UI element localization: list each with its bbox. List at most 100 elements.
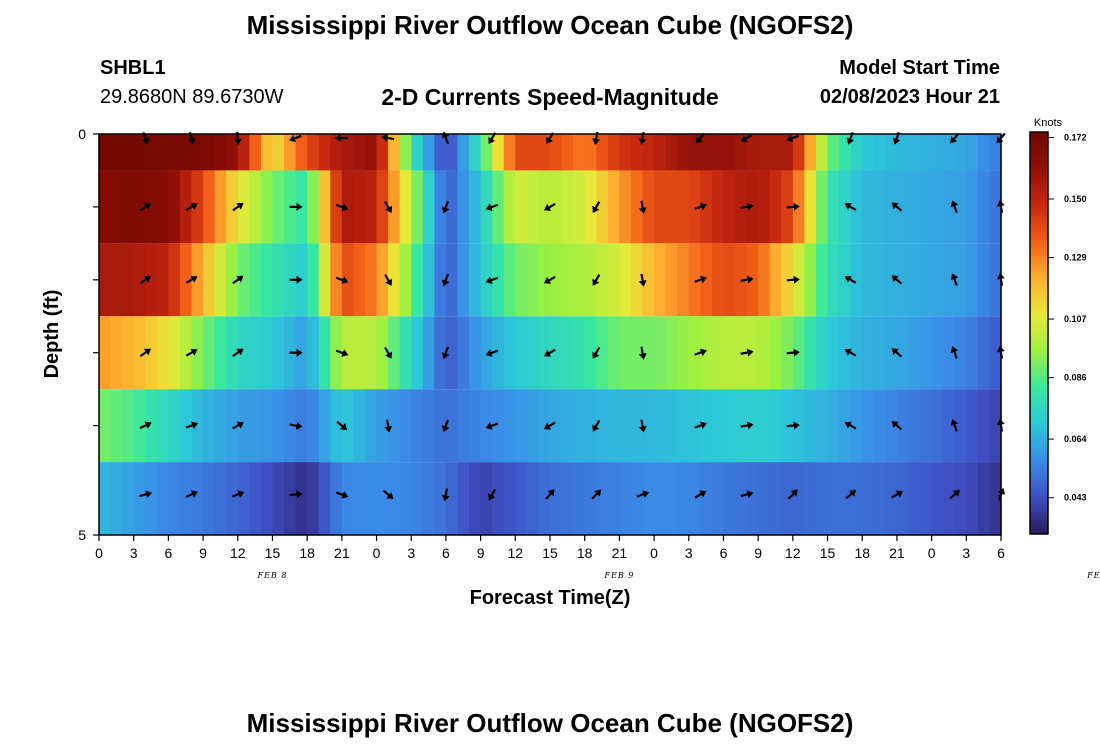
day-label: FEB 9 [603, 571, 634, 580]
current-arrow-head [236, 348, 244, 356]
heatmap-cell [839, 170, 852, 244]
heatmap-cell [920, 134, 933, 171]
y-axis-title: Depth (ft) [41, 290, 63, 379]
heatmap-cell [700, 462, 713, 535]
heatmap-cell [931, 316, 944, 390]
heatmap-cell [677, 243, 690, 317]
heatmap-cell [399, 389, 412, 463]
x-tick-label: 0 [650, 545, 658, 561]
heatmap-cell [237, 170, 250, 244]
heatmap-cell [445, 389, 459, 463]
heatmap-cell [145, 462, 158, 535]
heatmap-cell [989, 462, 1002, 535]
heatmap-cell [630, 316, 644, 390]
current-arrow-head [844, 202, 852, 210]
heatmap-cell [815, 316, 829, 390]
heatmap-cell [700, 389, 713, 463]
current-arrow-head [237, 490, 245, 498]
current-arrow-head [546, 136, 553, 145]
heatmap-cell [758, 462, 771, 535]
heatmap-cell [989, 134, 1002, 171]
heatmap-cell [99, 389, 112, 463]
heatmap-cell [272, 170, 285, 244]
current-arrow-head [891, 202, 899, 210]
heatmap-cell [677, 462, 690, 535]
x-tick-label: 3 [130, 545, 138, 561]
colorbar-tick-label: 0.172 [1064, 133, 1087, 143]
current-arrow-head [385, 278, 393, 286]
heatmap-cell [191, 462, 204, 535]
heatmap-cell [862, 134, 875, 171]
heatmap-cell [630, 170, 644, 244]
heatmap-cell [503, 243, 516, 317]
heatmap-cell [260, 389, 274, 463]
heatmap-cell [388, 389, 401, 463]
heatmap-cell [908, 134, 921, 171]
day-label: FEB 8 [257, 571, 288, 580]
heatmap-cell [156, 170, 169, 244]
current-arrow [289, 421, 303, 430]
heatmap-cell [839, 243, 852, 317]
current-arrow [139, 490, 153, 499]
current-arrow-head [141, 137, 150, 145]
heatmap-cell [723, 134, 736, 171]
heatmap-cell [561, 316, 574, 390]
current-arrow-head [592, 205, 600, 213]
current-arrow [232, 348, 244, 358]
day-label: FEB 10 [1086, 571, 1100, 580]
heatmap-cell [550, 389, 563, 463]
x-tick-label: 12 [508, 545, 524, 561]
current-arrow-head [895, 490, 903, 498]
current-arrow-head [699, 202, 707, 211]
heatmap-cell [804, 134, 817, 171]
heatmap-cell [237, 316, 250, 390]
current-arrow [289, 348, 303, 357]
chart-subtitle: 2-D Currents Speed-Magnitude [381, 84, 719, 110]
heatmap-cell [492, 462, 505, 535]
heatmap-cell [122, 134, 135, 171]
heatmap-cell [330, 170, 343, 244]
heatmap-cell [526, 462, 540, 535]
heatmap-cell [318, 243, 331, 317]
heatmap-cell [561, 462, 574, 535]
heatmap-cell [908, 462, 921, 535]
heatmap-cell [654, 389, 667, 463]
current-arrow [891, 202, 903, 212]
heatmap-cell [411, 170, 424, 244]
heatmap-cell [642, 170, 655, 244]
x-tick-label: 3 [685, 545, 693, 561]
current-arrow [786, 202, 800, 211]
current-arrow-head [592, 424, 600, 432]
heatmap-cell [341, 170, 355, 244]
heatmap-cell [457, 389, 470, 463]
current-arrow-head [790, 489, 798, 497]
heatmap-cell [191, 134, 204, 171]
current-arrow-head [295, 421, 303, 430]
heatmap-cell [804, 462, 817, 535]
heatmap-cell [469, 134, 482, 171]
current-arrow-head [746, 421, 754, 430]
heatmap-cell [596, 243, 609, 317]
heatmap-cell [538, 462, 551, 535]
heatmap-cell [827, 134, 840, 171]
heatmap-cell [364, 170, 378, 244]
heatmap-cell [145, 134, 158, 171]
current-arrow [844, 348, 857, 357]
heatmap-cell [758, 134, 771, 171]
heatmap-cell [110, 389, 123, 463]
heatmap-cell [249, 243, 262, 317]
heatmap-cell [260, 134, 274, 171]
heatmap-cell [711, 389, 725, 463]
model-start-value: 02/08/2023 Hour 21 [819, 86, 1000, 108]
current-arrow [485, 349, 499, 357]
heatmap-cell [156, 134, 169, 171]
y-axis-ticks: 05 [78, 126, 99, 543]
heatmap-cell [99, 243, 112, 317]
heatmap-cell [630, 462, 644, 535]
heatmap-cell [318, 462, 331, 535]
heatmap-cell [399, 134, 412, 171]
heatmap-cell [873, 462, 886, 535]
heatmap-cell [596, 389, 609, 463]
heatmap-cell [492, 316, 505, 390]
current-arrow-head [190, 202, 198, 210]
